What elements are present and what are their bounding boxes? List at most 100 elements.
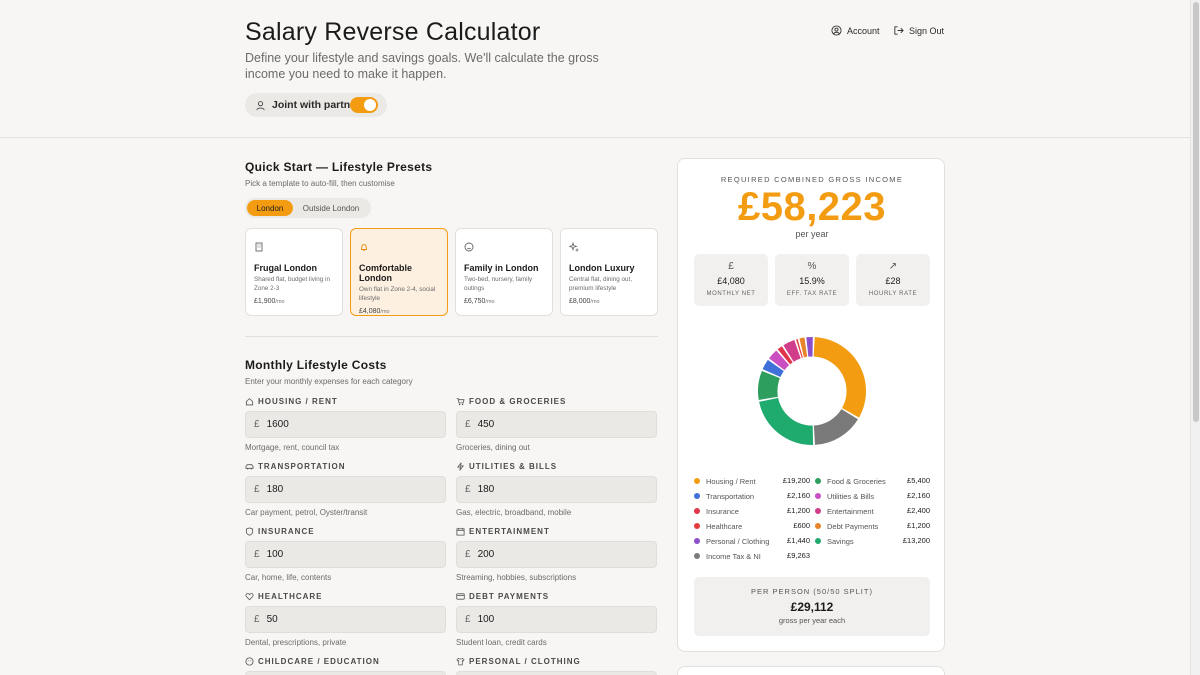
heart-icon xyxy=(245,592,254,600)
user-circle-icon xyxy=(831,25,842,36)
legend-dot xyxy=(815,538,821,544)
currency-symbol: £ xyxy=(465,484,471,495)
legend-label: Insurance xyxy=(706,506,739,516)
legend-label: Savings xyxy=(827,536,854,546)
legend-item: Housing / Rent £19,200 xyxy=(694,476,810,486)
legend-item: Personal / Clothing £1,440 xyxy=(694,536,810,546)
preset-desc: Own flat in Zone 2-4, social lifestyle xyxy=(359,286,436,302)
legend-item: Utilities & Bills £2,160 xyxy=(815,491,930,501)
currency-symbol: £ xyxy=(254,419,260,430)
field-hint: Gas, electric, broadband, mobile xyxy=(456,508,572,517)
legend-value: £2,160 xyxy=(787,491,810,500)
shield-icon xyxy=(245,526,254,536)
field-insurance: INSURANCE £100 Car, home, life, contents xyxy=(245,526,446,582)
donut-slice-insurance[interactable] xyxy=(777,346,793,365)
donut-slice-food-groceries[interactable] xyxy=(758,370,780,400)
legend-dot xyxy=(694,523,700,529)
input-value: 180 xyxy=(477,484,495,495)
donut-slice-savings[interactable] xyxy=(759,397,814,445)
legend-dot xyxy=(694,478,700,484)
scrollbar-thumb[interactable] xyxy=(1193,2,1199,422)
legend-value: £19,200 xyxy=(782,476,810,485)
donut-slice-housing-rent[interactable] xyxy=(813,337,866,418)
donut-slice-healthcare[interactable] xyxy=(796,338,803,358)
donut-slice-income-tax-ni[interactable] xyxy=(813,409,859,445)
legend-dot xyxy=(815,508,821,514)
location-option-outside-london[interactable]: Outside London xyxy=(302,203,360,213)
preset-price: £1,900/mo xyxy=(254,298,285,305)
food-input[interactable]: £450 xyxy=(456,411,657,438)
legend-label: Income Tax & NI xyxy=(706,551,761,561)
legend-dot xyxy=(694,508,700,514)
legend-value: £9,263 xyxy=(787,551,810,560)
account-link[interactable]: Account xyxy=(831,25,880,36)
field-childcare: CHILDCARE / EDUCATION £ xyxy=(245,656,446,675)
donut-slice-transportation[interactable] xyxy=(762,359,784,378)
joint-partner-label: Joint with partner xyxy=(272,99,361,111)
legend-value: £2,400 xyxy=(907,506,930,515)
currency-symbol: £ xyxy=(465,549,471,560)
stat-eff-tax-rate: % 15.9% EFF. TAX RATE xyxy=(775,254,849,306)
stat-hourly-rate: ↗ £28 HOURLY RATE xyxy=(856,254,930,306)
utilities-input[interactable]: £180 xyxy=(456,476,657,503)
costs-title: Monthly Lifestyle Costs xyxy=(245,358,387,372)
field-transportation: TRANSPORTATION £180 Car payment, petrol,… xyxy=(245,461,446,517)
preset-name: Family in London xyxy=(464,263,539,273)
legend-label: Healthcare xyxy=(706,521,743,531)
summary-card: REQUIRED COMBINED GROSS INCOME £58,223 p… xyxy=(677,158,945,652)
donut-slice-debt-payments[interactable] xyxy=(799,337,808,358)
preset-card-london-luxury[interactable]: London Luxury Central flat, dining out, … xyxy=(560,228,658,316)
housing-input[interactable]: £1600 xyxy=(245,411,446,438)
field-hint: Streaming, hobbies, subscriptions xyxy=(456,573,577,582)
legend-dot xyxy=(694,538,700,544)
presets-subtitle: Pick a template to auto-fill, then custo… xyxy=(245,179,395,188)
legend-dot xyxy=(694,493,700,499)
bolt-icon xyxy=(456,461,465,471)
personal-input[interactable]: £ xyxy=(456,671,657,675)
input-value: 200 xyxy=(477,549,495,560)
required-income-label: REQUIRED COMBINED GROSS INCOME xyxy=(720,175,904,184)
legend-item: Insurance £1,200 xyxy=(694,506,810,516)
stat-label: EFF. TAX RATE xyxy=(786,291,838,297)
legend-dot xyxy=(815,478,821,484)
field-label: UTILITIES & BILLS xyxy=(469,461,558,471)
joint-partner-toggle-pill[interactable]: Joint with partner xyxy=(245,93,387,117)
home-icon xyxy=(245,397,254,405)
field-label: DEBT PAYMENTS xyxy=(469,591,550,601)
entertainment-input[interactable]: £200 xyxy=(456,541,657,568)
legend-value: £600 xyxy=(793,521,810,530)
users-icon xyxy=(256,100,265,110)
per-person-sub: gross per year each xyxy=(778,616,846,625)
insurance-input[interactable]: £100 xyxy=(245,541,446,568)
input-value: 180 xyxy=(266,484,284,495)
preset-card-family-in-london[interactable]: Family in London Two-bed, nursery, famil… xyxy=(455,228,553,316)
currency-symbol: £ xyxy=(465,614,471,625)
per-person-label: PER PERSON (50/50 SPLIT) xyxy=(751,587,873,596)
debt-input[interactable]: £100 xyxy=(456,606,657,633)
donut-slice-entertainment[interactable] xyxy=(783,339,801,362)
calendar-icon xyxy=(456,527,465,536)
preset-name: Frugal London xyxy=(254,263,317,273)
breakdown-donut-chart xyxy=(758,337,866,445)
shirt-icon xyxy=(456,657,465,665)
preset-price: £8,000/mo xyxy=(569,298,600,305)
input-value: 1600 xyxy=(266,419,289,430)
donut-slice-utilities-bills[interactable] xyxy=(768,350,790,371)
legend-label: Housing / Rent xyxy=(706,476,756,486)
child-icon xyxy=(245,656,254,666)
legend-label: Personal / Clothing xyxy=(706,536,770,546)
preset-desc: Central flat, dining out, premium lifest… xyxy=(569,276,633,292)
location-option-london[interactable]: London xyxy=(247,200,293,216)
childcare-input[interactable]: £ xyxy=(245,671,446,675)
donut-slice-personal-clothing[interactable] xyxy=(806,337,813,357)
preset-card-frugal-london[interactable]: Frugal London Shared flat, budget living… xyxy=(245,228,343,316)
legend-value: £2,160 xyxy=(907,491,930,500)
joint-partner-switch[interactable] xyxy=(350,97,378,113)
page-scrollbar[interactable] xyxy=(1190,0,1200,675)
stat-label: HOURLY RATE xyxy=(868,291,918,297)
healthcare-input[interactable]: £50 xyxy=(245,606,446,633)
transportation-input[interactable]: £180 xyxy=(245,476,446,503)
preset-card-comfortable-london[interactable]: Comfortable London Own flat in Zone 2-4,… xyxy=(350,228,448,316)
location-segmented-control: London Outside London xyxy=(245,198,371,218)
sign-out-link[interactable]: Sign Out xyxy=(893,25,944,36)
